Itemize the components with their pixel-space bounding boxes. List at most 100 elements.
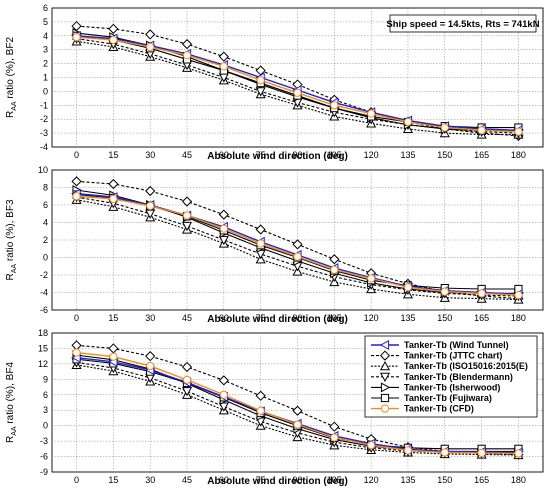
- y-tick-label: 0: [43, 86, 48, 96]
- legend-marker: [380, 382, 391, 393]
- x-tick-label: 180: [511, 313, 526, 323]
- x-tick-label: 135: [400, 313, 415, 323]
- data-point: [330, 101, 339, 110]
- x-tick-label: 105: [327, 475, 342, 485]
- x-tick-label: 30: [145, 150, 155, 160]
- data-point: [403, 446, 413, 455]
- data-point: [514, 449, 523, 458]
- y-tick-label: -9: [40, 467, 48, 477]
- y-axis-label: RAA ratio (%), BF2: [5, 37, 18, 118]
- legend-marker: [380, 404, 390, 413]
- y-tick-label: 1: [43, 73, 48, 83]
- x-tick-label: 30: [145, 475, 155, 485]
- data-point: [329, 421, 340, 432]
- x-tick-label: 120: [364, 150, 379, 160]
- y-axis-label: RAA ratio (%), BF3: [5, 199, 18, 280]
- y-tick-label: 12: [38, 359, 48, 369]
- data-point: [181, 39, 193, 50]
- y-tick-label: -6: [40, 305, 48, 315]
- data-point: [403, 117, 413, 127]
- legend-label: Tanker-Tb (CFD): [404, 404, 474, 414]
- legend-label: Tanker-Tb (Blendermann): [404, 372, 513, 382]
- data-point: [255, 224, 266, 235]
- x-tick-label: 90: [292, 475, 302, 485]
- data-point: [218, 51, 229, 62]
- x-tick-label: 0: [74, 313, 79, 323]
- data-point: [440, 123, 449, 132]
- x-tick-label: 60: [219, 475, 229, 485]
- y-tick-label: -2: [40, 270, 48, 280]
- data-point: [514, 291, 523, 300]
- data-point: [218, 402, 229, 412]
- series-7: [72, 192, 523, 300]
- y-tick-label: 5: [43, 17, 48, 27]
- y-tick-label: 18: [38, 328, 48, 338]
- x-tick-label: 150: [437, 475, 452, 485]
- data-point: [293, 252, 302, 261]
- annotation-text: Ship speed = 14.5kts, Rts = 741kN: [386, 19, 539, 30]
- x-tick-label: 90: [292, 313, 302, 323]
- x-tick-label: 45: [182, 475, 192, 485]
- data-point: [477, 289, 486, 298]
- x-tick-label: 15: [108, 475, 118, 485]
- x-tick-label: 0: [74, 475, 79, 485]
- x-tick-label: 150: [437, 150, 452, 160]
- x-tick-label: 0: [74, 150, 79, 160]
- data-point: [108, 178, 119, 190]
- data-point: [367, 441, 376, 450]
- data-point: [292, 405, 303, 416]
- x-tick-label: 45: [182, 313, 192, 323]
- x-tick-label: 135: [400, 150, 415, 160]
- data-point: [146, 201, 155, 210]
- x-tick-label: 60: [219, 150, 229, 160]
- legend-label: Tanker-Tb (Isherwood): [404, 382, 500, 392]
- legend-marker: [379, 360, 391, 371]
- data-point: [218, 209, 229, 220]
- annotation-group: Ship speed = 14.5kts, Rts = 741kN: [386, 14, 540, 33]
- x-tick-label: 15: [108, 150, 118, 160]
- y-tick-label: -2: [40, 114, 48, 124]
- legend: Tanker-Tb (Wind Tunnel)Tanker-Tb (JTTC c…: [364, 335, 538, 418]
- data-point: [514, 127, 523, 136]
- data-point: [181, 387, 193, 397]
- y-tick-label: -3: [40, 436, 48, 446]
- y-tick-label: -3: [40, 128, 48, 138]
- data-point: [477, 448, 486, 458]
- data-point: [255, 87, 266, 97]
- x-tick-label: 165: [474, 475, 489, 485]
- x-axis-label: Absolute wind direction (deg): [207, 314, 348, 325]
- legend-item: Tanker-Tb (Fujiwara): [371, 393, 492, 403]
- data-point: [182, 211, 192, 220]
- data-point: [477, 126, 486, 135]
- y-tick-label: 6: [43, 3, 48, 13]
- data-point: [181, 196, 193, 207]
- y-tick-label: 10: [38, 165, 48, 175]
- data-point: [403, 283, 413, 292]
- x-axis-label: Absolute wind direction (deg): [207, 476, 348, 487]
- data-point: [181, 361, 193, 373]
- legend-item: Tanker-Tb (Wind Tunnel): [371, 339, 509, 351]
- data-point: [72, 348, 81, 357]
- x-tick-label: 30: [145, 313, 155, 323]
- data-point: [256, 406, 265, 415]
- annotation-box: [389, 14, 537, 33]
- legend-marker: [379, 350, 391, 361]
- data-point: [329, 254, 340, 265]
- data-point: [292, 239, 303, 250]
- data-point: [146, 361, 155, 371]
- data-point: [440, 448, 449, 457]
- data-point: [109, 35, 118, 45]
- x-tick-label: 90: [292, 150, 302, 160]
- data-point: [256, 239, 265, 248]
- legend-item: Tanker-Tb (ISO15016:2015(E): [371, 360, 528, 371]
- y-tick-label: 9: [43, 374, 48, 384]
- y-tick-label: 2: [43, 235, 48, 245]
- data-point: [71, 176, 82, 187]
- data-point: [219, 62, 228, 71]
- data-point: [72, 192, 81, 201]
- y-tick-label: -6: [40, 452, 48, 462]
- data-point: [218, 375, 229, 386]
- x-tick-label: 165: [474, 313, 489, 323]
- series-7: [72, 33, 523, 136]
